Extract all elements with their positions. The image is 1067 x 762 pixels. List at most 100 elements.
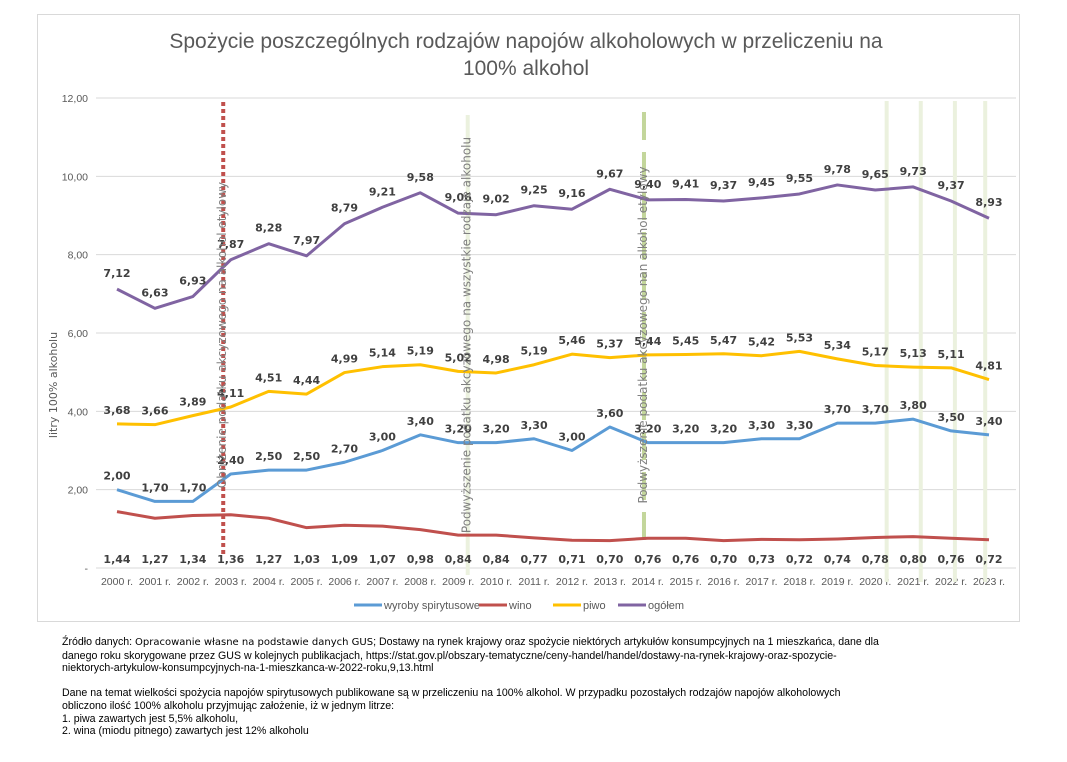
legend-label: ogółem [648, 600, 684, 612]
data-label: 5,02 [445, 351, 472, 364]
series-line [116, 183, 990, 310]
y-axis-label: litry 100% alkoholu [47, 332, 60, 438]
x-tick-label: 2006 r. [328, 576, 360, 588]
data-label: 9,55 [786, 172, 813, 185]
x-tick-label: 2012 r. [556, 576, 588, 588]
data-label: 0,76 [672, 553, 699, 566]
data-label: 2,70 [331, 442, 358, 455]
data-label: 9,40 [634, 178, 661, 191]
data-label: 9,41 [672, 177, 699, 190]
data-label: 5,19 [520, 345, 547, 358]
data-label: 4,51 [255, 371, 282, 384]
x-tick-label: 2016 r. [708, 576, 740, 588]
data-label: 3,60 [596, 407, 623, 420]
data-label: 3,20 [710, 423, 737, 436]
x-axis-ticks: 2000 r. 2001 r. 2002 r. 2003 r. 2004 r. 2005 … [101, 576, 1005, 588]
data-label: 3,30 [748, 419, 775, 432]
data-label: 5,37 [596, 338, 623, 351]
x-tick-label: 2022 r. [935, 576, 967, 588]
data-label: 2,50 [255, 450, 282, 463]
x-tick-label: 2005 r. [291, 576, 323, 588]
data-label: 5,47 [710, 334, 737, 347]
x-tick-label: 2018 r. [783, 576, 815, 588]
x-tick-label: 2017 r. [745, 576, 777, 588]
data-label: 0,80 [900, 553, 927, 566]
data-label: 0,71 [558, 553, 585, 566]
method-note: Dane na temat wielkości spożycia napojów… [62, 687, 1022, 737]
data-label: 1,36 [217, 553, 244, 566]
x-tick-label: 2008 r. [404, 576, 436, 588]
data-label: 9,16 [558, 187, 585, 200]
data-label: 4,11 [217, 387, 244, 400]
data-label: 5,11 [938, 348, 965, 361]
x-tick-label: 2010 r. [480, 576, 512, 588]
data-label: 9,06 [445, 191, 472, 204]
annotation-text: Podwyższenie podatku akcyzowego nan alko… [636, 166, 650, 503]
x-tick-label: 2007 r. [366, 576, 398, 588]
data-label: 0,76 [634, 553, 661, 566]
note-line-1: Dane na temat wielkości spożycia napojów… [62, 687, 841, 700]
data-label: 3,00 [369, 431, 396, 444]
data-label: 3,50 [938, 411, 965, 424]
data-label: 2,50 [293, 450, 320, 463]
source-line-3: niektorych-artykulow-konsumpcyjnych-na-1… [62, 662, 434, 675]
data-label: 0,73 [748, 553, 775, 566]
series-line [116, 417, 990, 503]
data-label: 3,80 [900, 399, 927, 412]
data-label: 3,89 [179, 396, 206, 409]
data-label: 9,37 [938, 179, 965, 192]
series-line [116, 510, 990, 543]
source-line-1: Źródło danych: Opracowanie własne na pod… [62, 636, 1022, 650]
chart-frame: Spożycie poszczególnych rodzajów napojów… [37, 14, 1020, 622]
legend-label: wino [508, 600, 532, 612]
series-line [116, 349, 990, 427]
source-text-1: ; Dostawy na rynek krajowy oraz spożycie… [373, 636, 879, 648]
data-label: 7,87 [217, 238, 244, 251]
annotation-texts: Obniżenie podatku akcyzowego na alkohol … [215, 137, 650, 533]
x-tick-label: 2020 r. [859, 576, 891, 588]
source-paragraph: Źródło danych: Opracowanie własne na pod… [62, 636, 1022, 675]
data-label: 2,40 [217, 454, 244, 467]
data-label: 3,30 [520, 419, 547, 432]
data-label: 1,70 [141, 481, 168, 494]
data-label: 5,42 [748, 336, 775, 349]
y-tick-label: 4,00 [68, 406, 89, 418]
data-label: 3,20 [483, 423, 510, 436]
data-label: 1,44 [103, 553, 130, 566]
data-label: 0,84 [445, 553, 472, 566]
data-label: 1,27 [255, 553, 282, 566]
source-highlight: Opracowanie własne na podstawie danych G… [135, 637, 374, 648]
data-label: 3,68 [103, 404, 130, 417]
data-label: 0,84 [483, 553, 510, 566]
data-label: 9,45 [748, 176, 775, 189]
x-tick-label: 2001 r. [139, 576, 171, 588]
data-label: 9,21 [369, 185, 396, 198]
legend-label: wyroby spirytusowe [383, 600, 480, 612]
data-label: 8,28 [255, 222, 282, 235]
data-label: 7,12 [103, 267, 130, 280]
data-label: 9,37 [710, 179, 737, 192]
data-label: 3,70 [862, 403, 889, 416]
data-label: 1,09 [331, 553, 358, 566]
note-line-4: 2. wina (miodu pitnego) zawartych jest 1… [62, 725, 309, 738]
data-label: 9,02 [483, 193, 510, 206]
annotation-lines [221, 101, 988, 582]
data-label: 0,72 [786, 553, 813, 566]
x-tick-label: 2002 r. [177, 576, 209, 588]
note-line-3: 1. piwa zawartych jest 5,5% alkoholu, [62, 712, 239, 725]
data-label: 1,70 [179, 481, 206, 494]
note-line-2: obliczono ilość 100% alkoholu przyjmując… [62, 699, 395, 712]
data-label: 0,78 [862, 553, 889, 566]
data-label: 1,03 [293, 553, 320, 566]
data-label: 9,73 [900, 165, 927, 178]
data-label: 1,34 [179, 553, 206, 566]
data-label: 5,14 [369, 347, 396, 360]
y-tick-label: 12,00 [62, 93, 88, 105]
data-label: 5,44 [634, 335, 661, 348]
data-label: 0,76 [938, 553, 965, 566]
x-tick-label: 2014 r. [632, 576, 664, 588]
gridlines [96, 97, 1016, 569]
x-tick-label: 2011 r. [518, 576, 549, 588]
data-label: 4,99 [331, 353, 358, 366]
x-tick-label: 2015 r. [670, 576, 702, 588]
